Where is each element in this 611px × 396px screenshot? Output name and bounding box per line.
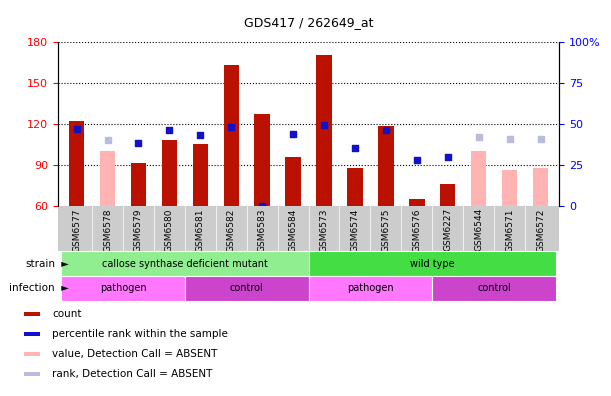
Text: GSM6582: GSM6582 xyxy=(227,208,236,251)
Bar xyxy=(61,276,185,301)
Point xyxy=(257,203,267,209)
Text: pathogen: pathogen xyxy=(347,283,393,293)
Text: GSM6578: GSM6578 xyxy=(103,208,112,252)
Point xyxy=(505,135,514,142)
Bar xyxy=(100,151,115,206)
Point xyxy=(196,132,205,139)
Text: GSM6581: GSM6581 xyxy=(196,208,205,252)
Point xyxy=(103,137,112,143)
Bar xyxy=(309,276,432,301)
Point xyxy=(134,140,144,147)
Text: wild type: wild type xyxy=(410,259,455,269)
Bar xyxy=(533,168,548,206)
Point xyxy=(412,157,422,163)
Text: GSM6576: GSM6576 xyxy=(412,208,422,252)
Text: GSM6573: GSM6573 xyxy=(320,208,329,252)
Text: value, Detection Call = ABSENT: value, Detection Call = ABSENT xyxy=(52,349,218,359)
Text: percentile rank within the sample: percentile rank within the sample xyxy=(52,329,228,339)
Point xyxy=(288,130,298,137)
Text: ►: ► xyxy=(55,283,69,293)
Text: GSM6584: GSM6584 xyxy=(288,208,298,251)
Bar xyxy=(309,251,556,276)
Point xyxy=(164,127,174,133)
Point xyxy=(226,124,236,130)
Point xyxy=(536,135,546,142)
Text: GSM6575: GSM6575 xyxy=(381,208,390,252)
Bar xyxy=(378,126,393,206)
Text: ►: ► xyxy=(55,259,69,269)
Bar xyxy=(254,114,270,206)
Text: GSM6580: GSM6580 xyxy=(165,208,174,252)
Text: control: control xyxy=(477,283,511,293)
Text: GSM6583: GSM6583 xyxy=(258,208,266,252)
Bar xyxy=(24,372,40,376)
Text: GSM6574: GSM6574 xyxy=(351,208,359,251)
Text: GDS417 / 262649_at: GDS417 / 262649_at xyxy=(244,16,373,29)
Point xyxy=(71,126,81,132)
Bar xyxy=(502,170,518,206)
Text: rank, Detection Call = ABSENT: rank, Detection Call = ABSENT xyxy=(52,369,212,379)
Bar xyxy=(24,312,40,316)
Bar xyxy=(316,55,332,206)
Bar xyxy=(432,276,556,301)
Bar xyxy=(440,184,455,206)
Bar xyxy=(409,199,425,206)
Point xyxy=(350,145,360,152)
Bar xyxy=(131,164,146,206)
Point xyxy=(474,134,483,140)
Bar xyxy=(69,121,84,206)
Bar xyxy=(24,352,40,356)
Text: control: control xyxy=(230,283,263,293)
Text: infection: infection xyxy=(9,283,55,293)
Text: GSM6571: GSM6571 xyxy=(505,208,514,252)
Bar xyxy=(471,151,486,206)
Text: count: count xyxy=(52,308,81,319)
Text: GSM6544: GSM6544 xyxy=(474,208,483,251)
Text: pathogen: pathogen xyxy=(100,283,146,293)
Bar xyxy=(192,144,208,206)
Bar xyxy=(61,251,309,276)
Bar xyxy=(162,140,177,206)
Text: GSM6227: GSM6227 xyxy=(443,208,452,251)
Bar xyxy=(224,65,239,206)
Point xyxy=(443,153,453,160)
Point xyxy=(381,127,391,133)
Bar xyxy=(185,276,309,301)
Bar xyxy=(347,168,363,206)
Text: callose synthase deficient mutant: callose synthase deficient mutant xyxy=(102,259,268,269)
Text: GSM6577: GSM6577 xyxy=(72,208,81,252)
Bar xyxy=(24,332,40,336)
Text: GSM6572: GSM6572 xyxy=(536,208,545,251)
Text: GSM6579: GSM6579 xyxy=(134,208,143,252)
Point xyxy=(319,122,329,129)
Bar xyxy=(285,156,301,206)
Text: strain: strain xyxy=(25,259,55,269)
